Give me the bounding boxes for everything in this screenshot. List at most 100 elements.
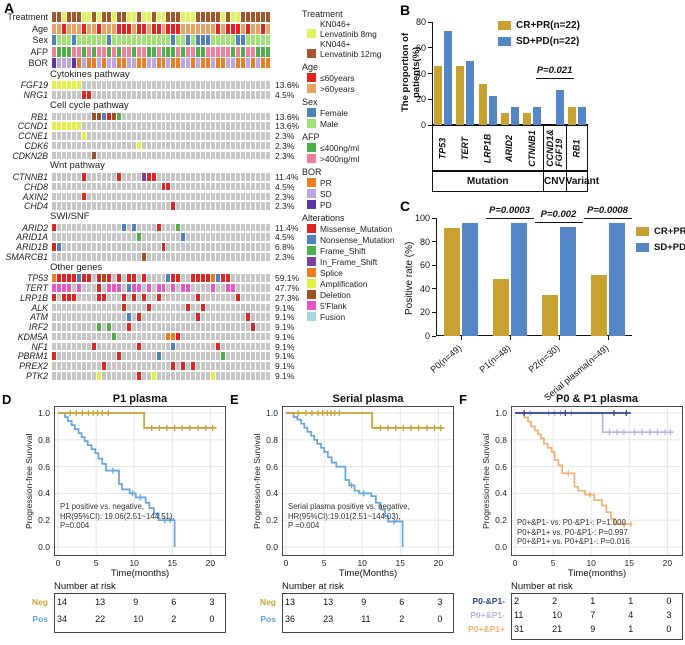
annotation-cell — [261, 12, 266, 22]
risk-count: 13 — [285, 597, 296, 607]
gene-cell — [256, 172, 261, 181]
gene-cell — [52, 243, 56, 251]
gene-cell — [126, 202, 131, 210]
annotation-cell — [176, 23, 181, 34]
gene-label: CCND1 — [17, 121, 48, 132]
annotation-cell — [76, 58, 81, 69]
annotation-cell — [126, 35, 131, 46]
gene-cell — [56, 81, 61, 90]
gene-cell — [131, 252, 136, 261]
gene-cell — [206, 182, 211, 191]
gene-cell — [116, 362, 121, 370]
legend-swatch — [307, 73, 316, 82]
gene-cell — [196, 303, 201, 312]
gene-cell — [86, 252, 91, 261]
gene-cell — [216, 151, 221, 160]
y-tick-label: 0.2 — [266, 515, 278, 526]
gene-label: KDM5A — [17, 331, 48, 342]
gene-cell — [201, 313, 206, 321]
gene-grid — [52, 362, 270, 370]
gene-cell — [96, 252, 101, 261]
gene-label: CTNNB1 — [12, 171, 48, 182]
gene-cell — [61, 122, 66, 130]
gene-cell — [56, 303, 61, 312]
gene-cell — [121, 313, 126, 321]
gene-cell — [86, 122, 91, 130]
annotation-cell — [241, 58, 246, 69]
gene-cell — [111, 342, 116, 351]
gene-cell — [241, 274, 246, 282]
annotation-cell — [141, 23, 146, 34]
gene-cell — [166, 223, 171, 232]
gene-cell — [176, 313, 181, 321]
gene-cell — [116, 112, 121, 121]
km-curve-neg — [286, 412, 445, 429]
annotation-cell — [126, 46, 131, 57]
gene-cell — [236, 91, 241, 99]
stats-line: Serial plasma positive vs. negative, — [288, 502, 410, 511]
gene-cell — [191, 182, 196, 191]
annotation-cell — [181, 35, 186, 46]
annotation-cell — [146, 58, 151, 69]
bar-sd-pd-n-22- — [444, 31, 453, 125]
annotation-cell — [131, 12, 136, 22]
gene-cell — [196, 91, 201, 99]
gene-cell — [146, 132, 151, 140]
gene-cell — [201, 372, 206, 380]
gene-cell — [161, 303, 166, 312]
gene-cell — [141, 202, 146, 210]
gene-cell — [116, 91, 121, 99]
gene-grid — [52, 332, 270, 341]
gene-cell — [91, 283, 96, 292]
gene-cell — [251, 202, 256, 210]
gene-cell — [231, 313, 236, 321]
annotation-cell — [86, 23, 91, 34]
gene-cell — [146, 122, 151, 130]
gene-grid — [52, 182, 270, 191]
gene-cell — [236, 283, 241, 292]
annotation-cell — [136, 23, 141, 34]
gene-cell — [121, 81, 126, 90]
gene-cell — [206, 132, 211, 140]
annotation-cell — [231, 23, 236, 34]
gene-cell — [226, 132, 231, 140]
y-tick-mark — [428, 124, 432, 126]
gene-cell — [176, 151, 181, 160]
gene-cell — [266, 313, 270, 321]
gene-cell — [191, 91, 196, 99]
gene-cell — [86, 151, 91, 160]
gene-cell — [126, 182, 131, 191]
annotation-cell — [106, 35, 111, 46]
annotation-cell — [161, 35, 166, 46]
annotation-cell — [201, 58, 206, 69]
gene-cell — [246, 151, 251, 160]
gene-cell — [206, 274, 211, 282]
gene-cell — [171, 332, 176, 341]
gene-cell — [141, 252, 146, 261]
annotation-cell — [66, 12, 71, 22]
gene-cell — [226, 112, 231, 121]
gene-cell — [91, 81, 96, 90]
gene-cell — [226, 252, 231, 261]
gene-cell — [66, 223, 71, 232]
gene-cell — [81, 112, 86, 121]
gene-percent: 59.1% — [275, 273, 300, 284]
gene-cell — [246, 223, 251, 232]
gene-cell — [111, 141, 116, 150]
gene-cell — [176, 323, 181, 331]
gene-cell — [206, 122, 211, 130]
gene-cell — [186, 151, 191, 160]
gene-cell — [236, 182, 241, 191]
gene-cell — [266, 362, 270, 370]
gene-cell — [201, 81, 206, 90]
gene-cell — [126, 81, 131, 90]
gene-cell — [226, 332, 231, 341]
bar-cr-pr — [492, 279, 509, 336]
p-value-underline — [485, 217, 534, 220]
annotation-cell — [106, 46, 111, 57]
gene-cell — [101, 313, 106, 321]
annotation-cell — [226, 58, 231, 69]
gene-cell — [91, 91, 96, 99]
gene-grid — [52, 172, 270, 181]
gene-cell — [101, 233, 106, 241]
